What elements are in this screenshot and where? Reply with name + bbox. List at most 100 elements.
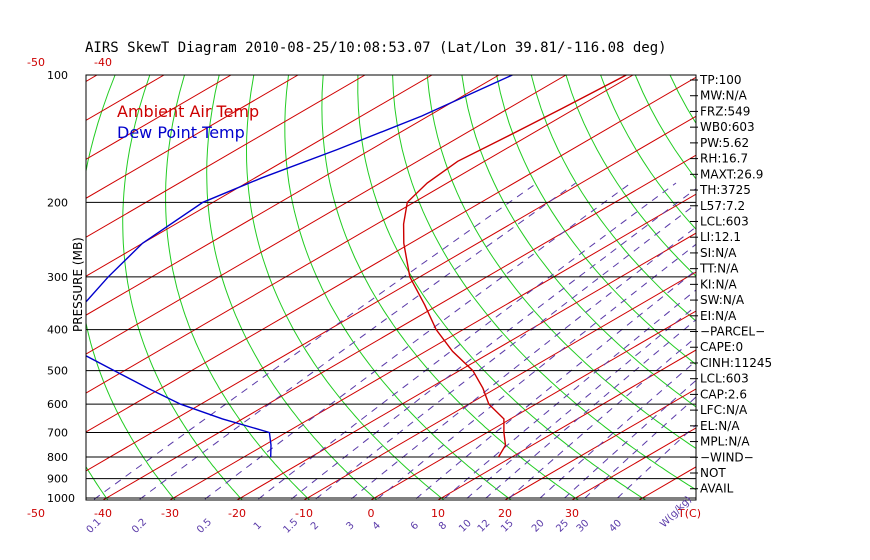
ambient-air-temp-line (402, 75, 627, 458)
mixing-ratio-tick-label: 1 (252, 520, 264, 532)
mixing-ratio-tick-label: 10 (457, 518, 474, 535)
isotherm-line (504, 388, 696, 500)
mixing-ratio-line (581, 396, 696, 500)
index-label: RH:16.7 (700, 152, 748, 166)
isotherm-line (86, 75, 232, 160)
dry-adiabat-line (796, 56, 870, 507)
mixing-ratio-line (137, 182, 577, 500)
x-unit-label: T(C) (677, 507, 701, 520)
mixing-ratio-line (506, 336, 696, 500)
plot-frame (85, 74, 697, 501)
dew-point-temp-line (86, 75, 513, 458)
index-label: MAXT:26.9 (700, 167, 763, 181)
pressure-tick-label: 100 (47, 69, 68, 82)
isotherm-line (437, 349, 696, 500)
mixing-ratio-tick-label: 0.5 (195, 517, 214, 536)
index-label: AVAIL (700, 482, 734, 496)
dry-adiabat-line (763, 56, 870, 507)
isotherm-line (169, 193, 696, 500)
isotherm-line (370, 310, 696, 500)
index-label: MW:N/A (700, 89, 748, 103)
isotherm-line (86, 76, 696, 433)
legend-ambient-air-temp: Ambient Air Temp (117, 102, 259, 121)
index-label: LI:12.1 (700, 230, 741, 244)
bottom-temp-tick-label: 10 (431, 507, 445, 520)
index-label: EI:N/A (700, 309, 737, 323)
bottom-temp-tick-label: 20 (498, 507, 512, 520)
bottom-temp-tick-label: -40 (94, 507, 112, 520)
isotherm-lines (0, 75, 870, 500)
dry-adiabat-line (206, 75, 378, 500)
isotherm-line (102, 154, 696, 500)
isotherm-line (86, 75, 433, 277)
mixing-ratio-tick-label: 2 (309, 520, 321, 532)
dry-adiabat-line (864, 56, 870, 507)
index-label: CAPE:0 (700, 340, 743, 354)
index-label: WB0:603 (700, 120, 755, 134)
index-label: LCL:603 (700, 372, 749, 386)
top-temp-tick-label: -50 (27, 56, 45, 69)
dry-adiabat-line (86, 75, 176, 500)
mixing-ratio-tick-label: 40 (607, 518, 624, 535)
dry-adiabat-line (426, 75, 696, 450)
mixing-ratio-line (313, 203, 696, 500)
bottom-temp-tick-label: 30 (565, 507, 579, 520)
bottom-temp-tick-label: -20 (228, 507, 246, 520)
isotherm-line (86, 75, 567, 355)
dry-adiabat-line (321, 75, 580, 500)
dry-adiabat-line (461, 75, 696, 408)
top-temp-tick-label: -40 (94, 56, 112, 69)
mixing-ratio-line (561, 379, 696, 500)
mixing-ratio-line (92, 182, 538, 500)
index-label: FRZ:549 (700, 104, 750, 118)
dry-adiabat-line (122, 75, 243, 500)
dry-adiabat-line (530, 75, 696, 322)
pressure-tick-label: 400 (47, 324, 68, 337)
mixing-ratio-line (349, 226, 696, 500)
dry-adiabat-line (669, 75, 696, 125)
mixing-ratio-line (202, 182, 632, 500)
bottom-temp-tick-label: -10 (295, 507, 313, 520)
dry-adiabat-line (357, 75, 647, 500)
mixing-ratio-tick-label: 15 (499, 518, 516, 535)
isotherm-line (638, 466, 696, 500)
mixing-ratio-tick-label: 3 (344, 520, 356, 532)
index-label: TT:N/A (699, 262, 739, 276)
mixing-ratio-line (614, 424, 696, 500)
mixing-ratio-line (482, 318, 696, 500)
mixing-ratio-line (441, 289, 696, 500)
mixing-ratio-line (413, 269, 696, 500)
index-label: KI:N/A (700, 277, 737, 291)
isotherm-line (773, 75, 870, 500)
index-label: TH:3725 (699, 183, 751, 197)
bottom-temp-tick-label: -50 (27, 507, 45, 520)
isotherm-line (86, 75, 634, 394)
isotherm-line (86, 75, 500, 316)
dry-adiabat-line (245, 75, 445, 500)
pressure-tick-label: 600 (47, 398, 68, 411)
pressure-tick-label: 300 (47, 271, 68, 284)
pressure-tick-label: 700 (47, 426, 68, 439)
mixing-ratio-tick-label: 30 (575, 518, 592, 535)
mixing-ratio-tick-label: 12 (476, 518, 493, 535)
isotherm-line (571, 427, 696, 500)
mixing-ratio-line (289, 188, 696, 500)
index-label: SI:N/A (700, 246, 737, 260)
index-label: CINH:11245 (700, 356, 772, 370)
index-label: LCL:603 (700, 214, 749, 228)
dry-adiabat-line (165, 75, 311, 500)
legend-dew-point-temp: Dew Point Temp (117, 123, 245, 142)
mixing-ratio-line (375, 243, 696, 500)
pressure-tick-label: 500 (47, 365, 68, 378)
dry-adiabat-line (496, 75, 696, 366)
mixing-ratio-line (464, 305, 696, 500)
isotherm-line (0, 75, 30, 500)
index-label: CAP:2.6 (700, 387, 747, 401)
dry-adiabat-line (86, 465, 109, 500)
index-label: SW:N/A (700, 293, 745, 307)
y-axis-label: PRESSURE (MB) (71, 237, 85, 332)
index-label: EL:N/A (700, 419, 740, 433)
mixing-ratio-tick-label: 25 (554, 518, 571, 535)
isotherm-line (86, 115, 696, 472)
